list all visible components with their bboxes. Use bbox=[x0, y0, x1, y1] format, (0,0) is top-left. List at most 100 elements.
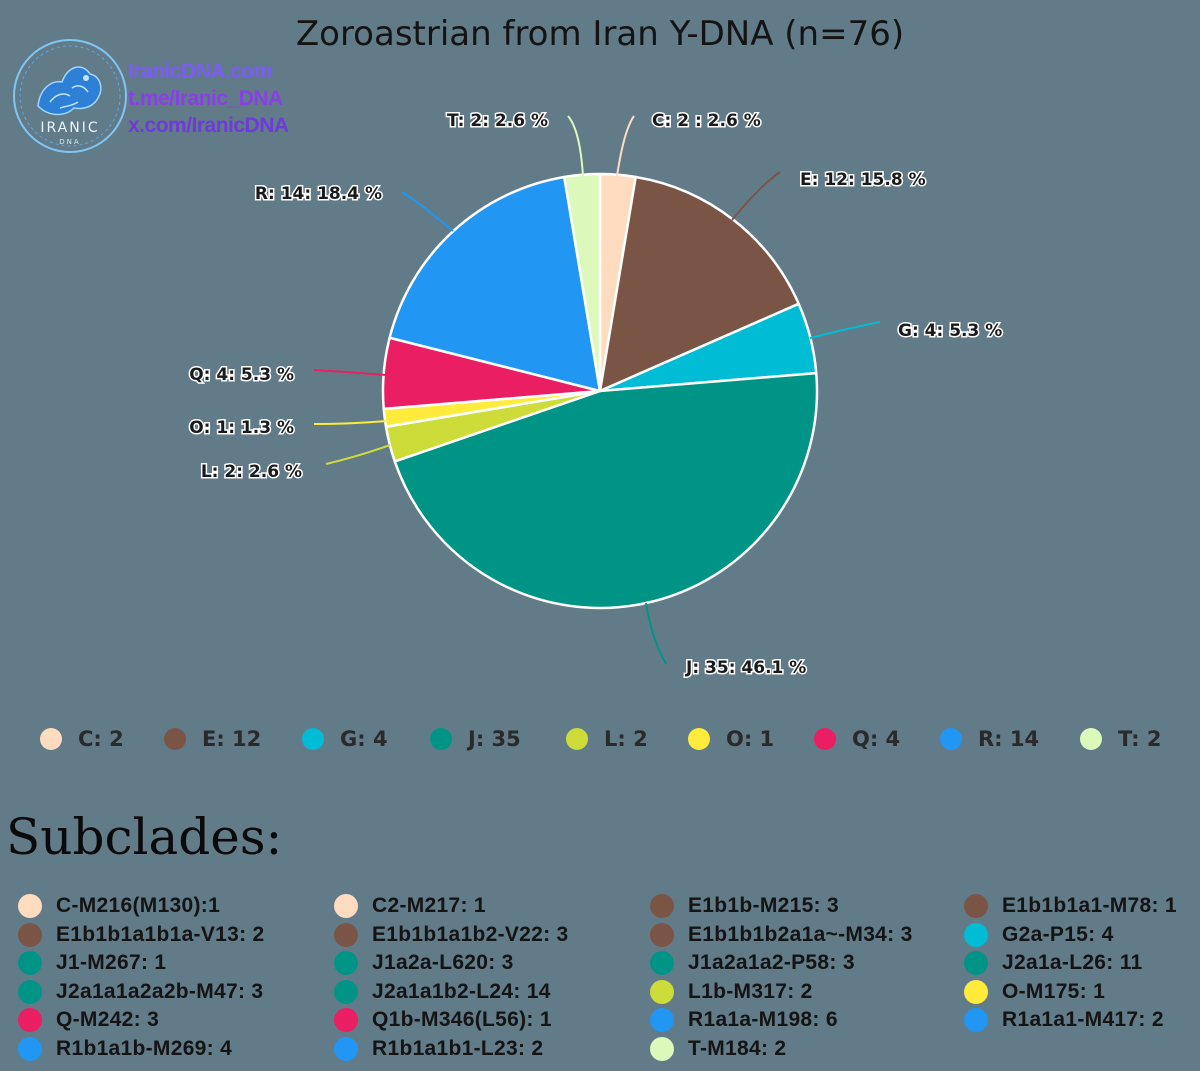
subclade-label: J2a1a-L26: 11 bbox=[1002, 951, 1143, 975]
legend-label: O: 1 bbox=[726, 727, 775, 751]
subclade-item: J1-M267: 1 bbox=[18, 949, 166, 977]
subclade-dot bbox=[650, 1037, 674, 1061]
svg-text:IRANIC: IRANIC bbox=[40, 120, 99, 136]
subclade-label: C2-M217: 1 bbox=[372, 894, 486, 917]
slice-label-l: L: 2: 2.6 % bbox=[201, 462, 302, 482]
chart-legend: C: 2 E: 12 G: 4 J: 35 L: 2 O: 1 Q: 4 R: 14 T: 2 bbox=[40, 722, 1180, 756]
subclade-item: R1b1a1b1-L23: 2 bbox=[334, 1035, 543, 1063]
subclade-label: J1a2a-L620: 3 bbox=[372, 951, 514, 975]
subclade-label: E1b1b1a1-M78: 1 bbox=[1002, 894, 1177, 917]
legend-dot bbox=[814, 728, 836, 750]
subclade-label: E1b1b1a1b1a-V13: 2 bbox=[56, 922, 265, 946]
legend-dot bbox=[302, 728, 324, 750]
subclade-item: J2a1a1b2-L24: 14 bbox=[334, 978, 551, 1006]
pie-slice-r bbox=[388, 175, 602, 393]
subclade-item: J1a2a1a2-P58: 3 bbox=[650, 949, 855, 977]
subclade-item: R1b1a1b-M269: 4 bbox=[18, 1035, 232, 1063]
subclade-item: E1b1b1a1b2-V22: 3 bbox=[334, 921, 569, 949]
subclade-label: E1b1b1a1b2-V22: 3 bbox=[372, 922, 569, 946]
subclade-dot bbox=[18, 979, 42, 1004]
legend-item[interactable]: J: 35 bbox=[430, 722, 521, 756]
leader-line-r bbox=[401, 191, 454, 232]
slice-label-o: O: 1: 1.3 % bbox=[189, 418, 294, 438]
subclade-item: C2-M217: 1 bbox=[334, 892, 486, 920]
slice-label-g: G: 4: 5.3 % bbox=[898, 321, 1002, 341]
subclade-label: T-M184: 2 bbox=[688, 1037, 787, 1060]
legend-dot bbox=[688, 728, 710, 750]
legend-item[interactable]: L: 2 bbox=[566, 722, 648, 756]
legend-dot bbox=[40, 728, 62, 750]
subclade-dot bbox=[964, 1008, 988, 1033]
subclade-item: E1b1b1b2a1a~-M34: 3 bbox=[650, 921, 913, 949]
leader-line-o bbox=[313, 420, 387, 425]
subclade-dot bbox=[964, 979, 988, 1004]
leader-line-g bbox=[809, 321, 881, 339]
legend-item[interactable]: R: 14 bbox=[940, 722, 1039, 756]
legend-label: T: 2 bbox=[1118, 727, 1162, 751]
subclade-label: L1b-M317: 2 bbox=[688, 979, 813, 1003]
subclade-label: J2a1a1b2-L24: 14 bbox=[372, 979, 551, 1003]
subclade-label: C-M216(M130):1 bbox=[56, 894, 221, 917]
subclade-label: Q1b-M346(L56): 1 bbox=[372, 1008, 552, 1032]
subclade-item: J2a1a1a2a2b-M47: 3 bbox=[18, 978, 263, 1006]
subclade-dot bbox=[18, 894, 42, 918]
watermark-telegram: t.me/Iranic_DNA bbox=[128, 87, 283, 110]
pie-slice-j bbox=[393, 371, 819, 610]
subclade-item: R1a1a-M198: 6 bbox=[650, 1006, 838, 1034]
legend-item[interactable]: G: 4 bbox=[302, 722, 388, 756]
legend-dot bbox=[164, 728, 186, 750]
watermark-website: IranicDNA.com bbox=[128, 60, 273, 83]
subclade-dot bbox=[334, 1037, 358, 1061]
legend-dot bbox=[430, 728, 452, 750]
subclade-item: E1b1b1a1b1a-V13: 2 bbox=[18, 921, 265, 949]
subclade-label: E1b1b-M215: 3 bbox=[688, 894, 839, 917]
watermark-x: x.com/IranicDNA bbox=[128, 114, 289, 137]
leader-line-t bbox=[567, 115, 584, 177]
subclade-dot bbox=[18, 1037, 42, 1061]
subclade-label: J1a2a1a2-P58: 3 bbox=[688, 951, 855, 975]
subclade-item: R1a1a1-M417: 2 bbox=[964, 1006, 1164, 1034]
subclade-dot bbox=[334, 951, 358, 976]
legend-item[interactable]: Q: 4 bbox=[814, 722, 900, 756]
subclade-label: J2a1a1a2a2b-M47: 3 bbox=[56, 979, 264, 1003]
legend-dot bbox=[566, 728, 588, 750]
leader-line-l bbox=[325, 444, 391, 465]
legend-dot bbox=[1080, 728, 1102, 750]
iranic-dna-logo: IRANIC DNA bbox=[13, 39, 127, 153]
subclade-dot bbox=[650, 979, 674, 1004]
subclade-item: L1b-M317: 2 bbox=[650, 978, 813, 1006]
slice-label-j: J: 35: 46.1 % bbox=[685, 658, 806, 678]
subclade-label: R1a1a-M198: 6 bbox=[688, 1008, 838, 1032]
subclade-item: E1b1b1a1-M78: 1 bbox=[964, 892, 1177, 920]
slice-label-c: C: 2 : 2.6 % bbox=[652, 111, 761, 131]
legend-label: L: 2 bbox=[604, 727, 648, 751]
subclade-item: T-M184: 2 bbox=[650, 1035, 786, 1063]
leader-line-e bbox=[731, 171, 781, 221]
subclade-label: E1b1b1b2a1a~-M34: 3 bbox=[688, 922, 913, 946]
leader-line-q bbox=[313, 369, 386, 376]
legend-label: R: 14 bbox=[978, 727, 1040, 751]
subclade-dot bbox=[334, 894, 358, 918]
subclade-item: E1b1b-M215: 3 bbox=[650, 892, 839, 920]
legend-item[interactable]: T: 2 bbox=[1080, 722, 1162, 756]
subclade-dot bbox=[334, 979, 358, 1004]
subclade-item: Q-M242: 3 bbox=[18, 1006, 159, 1034]
pie-chart: C: 2 : 2.6 % E: 12: 15.8 % G: 4: 5.3 % J: 3… bbox=[188, 110, 1004, 680]
subclade-item: J2a1a-L26: 11 bbox=[964, 949, 1143, 977]
subclade-label: G2a-P15: 4 bbox=[1002, 922, 1114, 946]
subclade-label: O-M175: 1 bbox=[1002, 979, 1106, 1003]
legend-label: J: 35 bbox=[468, 727, 521, 751]
legend-item[interactable]: O: 1 bbox=[688, 722, 774, 756]
subclade-dot bbox=[650, 894, 674, 918]
subclade-item: C-M216(M130):1 bbox=[18, 892, 220, 920]
subclade-item: J1a2a-L620: 3 bbox=[334, 949, 514, 977]
legend-item[interactable]: E: 12 bbox=[164, 722, 261, 756]
subclade-label: R1b1a1b1-L23: 2 bbox=[372, 1037, 544, 1060]
legend-label: G: 4 bbox=[340, 727, 388, 751]
subclades-heading: Subclades: bbox=[6, 808, 283, 866]
subclade-label: Q-M242: 3 bbox=[56, 1008, 160, 1032]
subclade-dot bbox=[964, 922, 988, 947]
legend-item[interactable]: C: 2 bbox=[40, 722, 124, 756]
subclade-dot bbox=[964, 894, 988, 918]
svg-text:DNA: DNA bbox=[59, 138, 80, 146]
